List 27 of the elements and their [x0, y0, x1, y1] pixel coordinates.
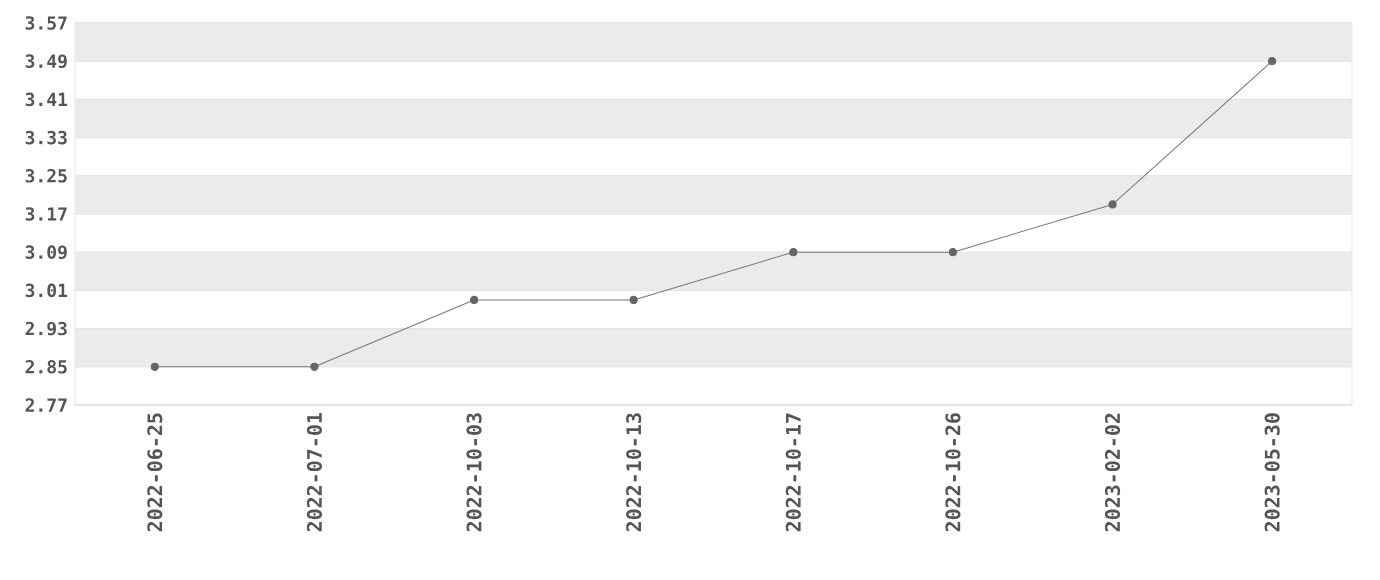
x-tick-label: 2022-10-13: [626, 413, 642, 532]
point: [469, 295, 479, 305]
y-tick-label: 3.25: [25, 169, 67, 183]
point: [948, 248, 958, 257]
x-tick-label: 2023-02-02: [1104, 413, 1121, 532]
point: [789, 248, 798, 257]
x-tick-label: 2022-06-25: [147, 413, 163, 532]
y-tick-label: 2.85: [25, 359, 67, 374]
x-tick-label: 2022-10-17: [785, 413, 801, 532]
point: [310, 362, 319, 371]
y-tick-label: 3.41: [25, 92, 68, 107]
y-tick-label: 3.33: [25, 130, 67, 145]
point: [150, 362, 159, 371]
x-tick-label: 2022-10-26: [945, 413, 961, 532]
point: [1268, 57, 1277, 66]
y-tick-label: 2.77: [25, 398, 67, 412]
point: [1108, 200, 1117, 209]
x-tick-label: 2022-07-01: [306, 413, 323, 532]
x-tick-label: 2022-10-03: [466, 413, 482, 532]
y-tick-label: 3.09: [25, 245, 67, 260]
point: [629, 295, 638, 305]
y-tick-label: 3.01: [25, 283, 68, 298]
y-tick-label: 2.93: [25, 321, 67, 336]
y-tick-label: 3.57: [25, 16, 67, 30]
y-tick-label: 3.49: [25, 54, 67, 69]
y-tick-label: 3.17: [25, 207, 67, 221]
x-tick-label: 2023-05-30: [1264, 413, 1280, 532]
